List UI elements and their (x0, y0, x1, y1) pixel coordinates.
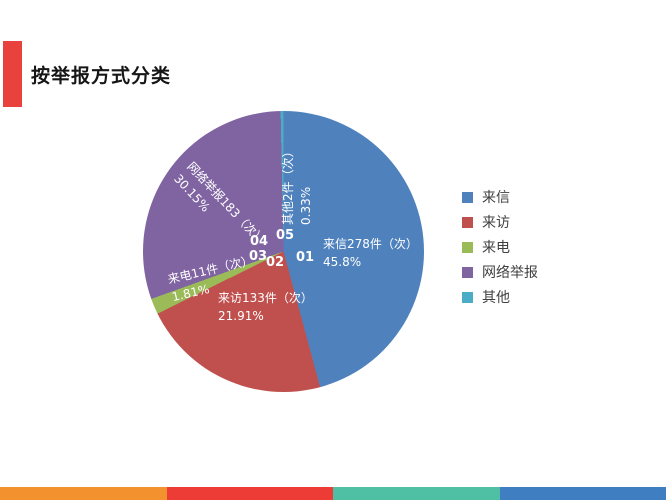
legend-item-laixin: 来信 (462, 189, 538, 206)
legend-item-qita: 其他 (462, 289, 538, 306)
slice-number-01: 01 (296, 250, 315, 265)
legend-swatch-laixin (462, 191, 473, 203)
footer-segment-teal (333, 487, 500, 500)
legend-label-laifang: 来访 (482, 215, 510, 231)
slice-label-laixin-text: 来信278件（次） (323, 237, 418, 251)
slice-label-laixin-percent: 45.8% (323, 255, 362, 269)
legend-item-wangluo: 网络举报 (462, 264, 538, 281)
slice-label-laifang-text: 来访133件（次） (218, 291, 313, 305)
footer-segment-red (166, 487, 333, 500)
slice-label-laixin: 来信278件（次） 45.8% (323, 235, 418, 271)
footer-color-bar (0, 487, 666, 500)
legend-label-wangluo: 网络举报 (482, 265, 538, 281)
slice-label-qita: 其他2件（次） 0.33% (279, 135, 313, 225)
legend-item-laifang: 来访 (462, 214, 538, 231)
page-title: 按举报方式分类 (31, 65, 172, 87)
slice-number-05: 05 (276, 228, 295, 243)
legend-label-laidian: 来电 (482, 240, 510, 256)
legend-item-laidian: 来电 (462, 239, 538, 256)
legend-label-qita: 其他 (482, 290, 510, 306)
slice-number-03: 03 (249, 249, 268, 264)
slice-label-qita-text: 其他2件（次） (281, 145, 295, 225)
slice-label-laifang: 来访133件（次） 21.91% (218, 289, 313, 325)
legend-swatch-laidian (462, 241, 473, 253)
legend-label-laixin: 来信 (482, 190, 510, 206)
legend-swatch-wangluo (462, 266, 473, 278)
slice-label-qita-percent: 0.33% (299, 186, 313, 225)
title-accent-bar (3, 41, 22, 107)
legend-swatch-qita (462, 291, 473, 303)
footer-segment-blue (499, 487, 666, 500)
footer-segment-orange (0, 487, 167, 500)
slice-number-02: 02 (266, 255, 285, 270)
slice-number-04: 04 (250, 234, 269, 249)
legend-swatch-laifang (462, 216, 473, 228)
pie-chart (143, 111, 424, 392)
legend: 来信 来访 来电 网络举报 其他 (462, 189, 538, 314)
slice-label-laifang-percent: 21.91% (218, 309, 264, 323)
